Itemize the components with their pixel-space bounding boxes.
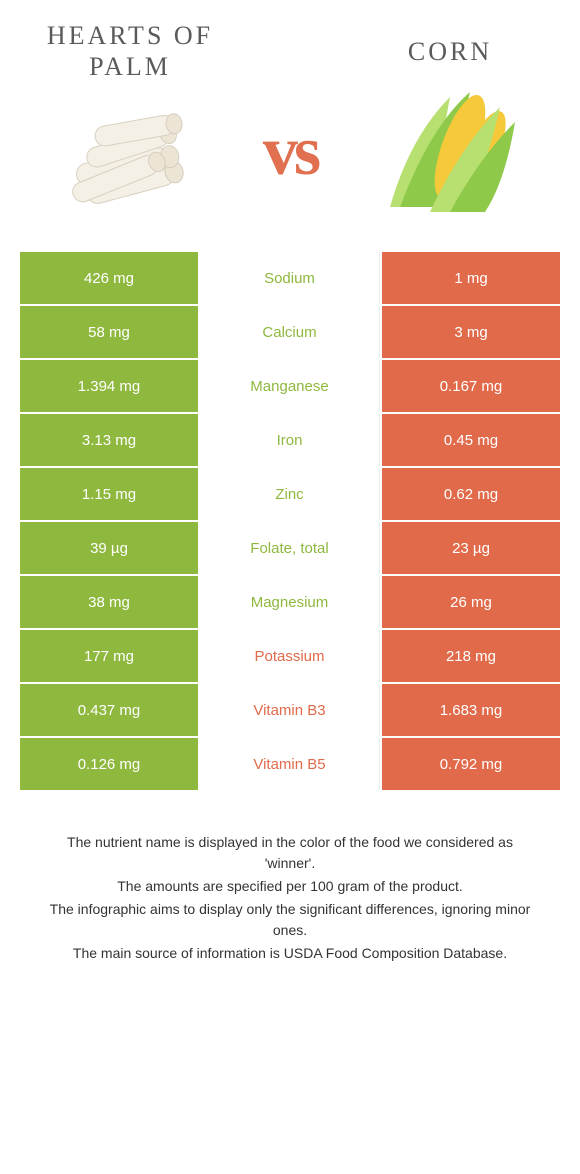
right-value: 0.792 mg (380, 738, 560, 790)
table-row: 1.15 mgZinc0.62 mg (20, 468, 560, 522)
nutrient-name: Zinc (200, 468, 380, 520)
left-value: 58 mg (20, 306, 200, 358)
nutrient-name: Manganese (200, 360, 380, 412)
nutrient-table: 426 mgSodium1 mg58 mgCalcium3 mg1.394 mg… (20, 252, 560, 792)
left-value: 38 mg (20, 576, 200, 628)
right-value: 0.45 mg (380, 414, 560, 466)
nutrient-name: Iron (200, 414, 380, 466)
table-row: 1.394 mgManganese0.167 mg (20, 360, 560, 414)
hearts-of-palm-icon (50, 92, 210, 232)
right-value: 3 mg (380, 306, 560, 358)
footer-line: The amounts are specified per 100 gram o… (40, 876, 540, 897)
left-value: 426 mg (20, 252, 200, 304)
footer-line: The nutrient name is displayed in the co… (40, 832, 540, 874)
nutrient-name: Potassium (200, 630, 380, 682)
food-left-block: HEARTS OF PALM (30, 20, 230, 232)
table-row: 0.126 mgVitamin B50.792 mg (20, 738, 560, 792)
vs-label: vs (263, 112, 317, 192)
table-row: 58 mgCalcium3 mg (20, 306, 560, 360)
table-row: 177 mgPotassium218 mg (20, 630, 560, 684)
nutrient-name: Vitamin B3 (200, 684, 380, 736)
right-value: 1.683 mg (380, 684, 560, 736)
table-row: 38 mgMagnesium26 mg (20, 576, 560, 630)
left-value: 0.437 mg (20, 684, 200, 736)
left-value: 1.394 mg (20, 360, 200, 412)
right-value: 1 mg (380, 252, 560, 304)
table-row: 39 µgFolate, total23 µg (20, 522, 560, 576)
nutrient-name: Vitamin B5 (200, 738, 380, 790)
left-value: 0.126 mg (20, 738, 200, 790)
food-right-title: CORN (408, 36, 492, 67)
right-value: 0.167 mg (380, 360, 560, 412)
table-row: 426 mgSodium1 mg (20, 252, 560, 306)
corn-icon (370, 77, 530, 217)
nutrient-name: Calcium (200, 306, 380, 358)
left-value: 39 µg (20, 522, 200, 574)
header: HEARTS OF PALM (0, 0, 580, 242)
table-row: 0.437 mgVitamin B31.683 mg (20, 684, 560, 738)
food-right-block: CORN (350, 36, 550, 217)
table-row: 3.13 mgIron0.45 mg (20, 414, 560, 468)
footer-notes: The nutrient name is displayed in the co… (40, 832, 540, 964)
food-left-title: HEARTS OF PALM (30, 20, 230, 82)
footer-line: The main source of information is USDA F… (40, 943, 540, 964)
left-value: 177 mg (20, 630, 200, 682)
left-value: 1.15 mg (20, 468, 200, 520)
right-value: 218 mg (380, 630, 560, 682)
right-value: 0.62 mg (380, 468, 560, 520)
nutrient-name: Sodium (200, 252, 380, 304)
right-value: 26 mg (380, 576, 560, 628)
footer-line: The infographic aims to display only the… (40, 899, 540, 941)
left-value: 3.13 mg (20, 414, 200, 466)
nutrient-name: Magnesium (200, 576, 380, 628)
nutrient-name: Folate, total (200, 522, 380, 574)
right-value: 23 µg (380, 522, 560, 574)
